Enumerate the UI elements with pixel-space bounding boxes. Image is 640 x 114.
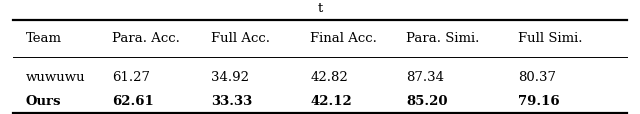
Text: 61.27: 61.27 xyxy=(112,70,150,83)
Text: 80.37: 80.37 xyxy=(518,70,556,83)
Text: 33.33: 33.33 xyxy=(211,94,252,107)
Text: 87.34: 87.34 xyxy=(406,70,444,83)
Text: Full Acc.: Full Acc. xyxy=(211,32,270,45)
Text: Ours: Ours xyxy=(26,94,61,107)
Text: Full Simi.: Full Simi. xyxy=(518,32,583,45)
Text: wuwuwu: wuwuwu xyxy=(26,70,85,83)
Text: Para. Acc.: Para. Acc. xyxy=(112,32,180,45)
Text: 85.20: 85.20 xyxy=(406,94,448,107)
Text: 79.16: 79.16 xyxy=(518,94,560,107)
Text: Para. Simi.: Para. Simi. xyxy=(406,32,480,45)
Text: 62.61: 62.61 xyxy=(112,94,154,107)
Text: t: t xyxy=(317,1,323,14)
Text: 42.82: 42.82 xyxy=(310,70,348,83)
Text: 34.92: 34.92 xyxy=(211,70,249,83)
Text: Final Acc.: Final Acc. xyxy=(310,32,377,45)
Text: 42.12: 42.12 xyxy=(310,94,352,107)
Text: Team: Team xyxy=(26,32,61,45)
